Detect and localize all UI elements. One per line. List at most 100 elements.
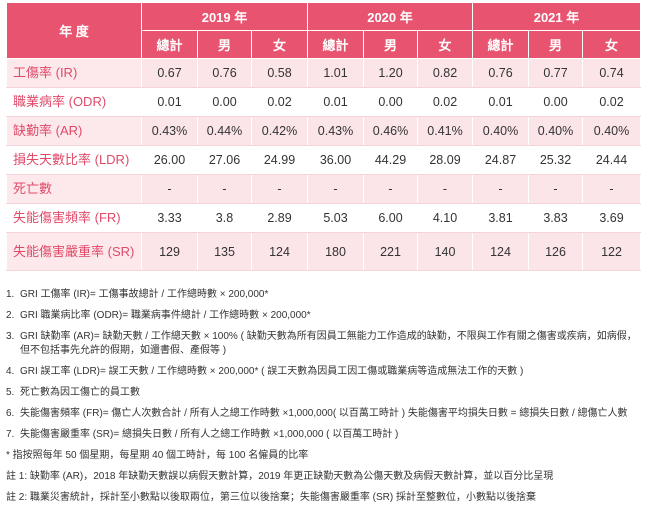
footnote-number: 3. bbox=[6, 331, 15, 342]
table-cell: - bbox=[528, 174, 583, 204]
table-cell: 0.76 bbox=[472, 58, 529, 88]
star-note: * 指按照每年 50 個星期，每星期 40 個工時計，每 100 名僱員的比率 bbox=[6, 450, 309, 461]
table-cell: 0.67 bbox=[141, 58, 198, 88]
table-cell: 0.58 bbox=[251, 58, 308, 88]
table-cell: 0.43% bbox=[307, 116, 364, 146]
table-cell: 180 bbox=[307, 232, 364, 271]
footnote-item: 3. GRI 缺勤率 (AR)= 缺勤天數 / 工作總天數 × 100% ( 缺勤… bbox=[6, 330, 642, 358]
table-cell: 3.33 bbox=[141, 203, 198, 233]
table-cell: 6.00 bbox=[363, 203, 418, 233]
table-cell: 3.81 bbox=[472, 203, 529, 233]
table-row: 失能傷害嚴重率 (SR) 129 135 124 180 221 140 124 126 122 bbox=[6, 232, 641, 271]
footnote-list: 1. GRI 工傷率 (IR)= 工傷事故總計 / 工作總時數 × 200,000… bbox=[6, 288, 642, 442]
sub-header-female: 女 bbox=[582, 30, 641, 59]
row-label: 失能傷害頻率 (FR) bbox=[6, 203, 142, 233]
row-label: 死亡數 bbox=[6, 174, 142, 204]
table-cell: 0.00 bbox=[528, 87, 583, 117]
table-cell: 0.44% bbox=[197, 116, 252, 146]
footnote-number: 4. bbox=[6, 366, 15, 377]
table-cell: 4.10 bbox=[417, 203, 473, 233]
table-cell: 28.09 bbox=[417, 145, 473, 175]
sub-header-male: 男 bbox=[363, 30, 418, 59]
table-row: 工傷率 (IR) 0.67 0.76 0.58 1.01 1.20 0.82 0.76 0.77… bbox=[6, 58, 641, 88]
table-cell: 0.01 bbox=[141, 87, 198, 117]
table-row: 失能傷害頻率 (FR) 3.33 3.8 2.89 5.03 6.00 4.10 3.81 3.… bbox=[6, 203, 641, 233]
table-cell: 0.01 bbox=[307, 87, 364, 117]
remark-1: 註 1: 缺勤率 (AR)，2018 年缺勤天數誤以病假天數計算，2019 年更… bbox=[6, 471, 554, 482]
footnote-item: 1. GRI 工傷率 (IR)= 工傷事故總計 / 工作總時數 × 200,000… bbox=[6, 288, 642, 302]
table-cell: - bbox=[472, 174, 529, 204]
table-cell: - bbox=[197, 174, 252, 204]
footnote-text: GRI 誤工率 (LDR)= 誤工天數 / 工作總時數 × 200,000* (… bbox=[20, 366, 524, 377]
footnote-text: GRI 工傷率 (IR)= 工傷事故總計 / 工作總時數 × 200,000* bbox=[20, 289, 269, 300]
remark-2: 註 2: 職業災害統計，採計至小數點以後取兩位，第三位以後捨棄；失能傷害嚴重率 … bbox=[6, 492, 537, 503]
table-cell: 0.42% bbox=[251, 116, 308, 146]
table-cell: 0.77 bbox=[528, 58, 583, 88]
table-cell: 3.69 bbox=[582, 203, 641, 233]
table-cell: - bbox=[417, 174, 473, 204]
footnote-text: GRI 缺勤率 (AR)= 缺勤天數 / 工作總天數 × 100% ( 缺勤天數… bbox=[20, 331, 637, 356]
table-row: 職業病率 (ODR) 0.01 0.00 0.02 0.01 0.00 0.02 0.01 0.… bbox=[6, 87, 641, 117]
table-cell: 0.00 bbox=[363, 87, 418, 117]
table-cell: 124 bbox=[472, 232, 529, 271]
footnote-item: 7. 失能傷害嚴重率 (SR)= 總損失日數 / 所有人之總工作時數 ×1,000… bbox=[6, 428, 642, 442]
table-cell: 122 bbox=[582, 232, 641, 271]
footnotes: 1. GRI 工傷率 (IR)= 工傷事故總計 / 工作總時數 × 200,000… bbox=[6, 288, 642, 512]
table-cell: 24.87 bbox=[472, 145, 529, 175]
table-row: 缺勤率 (AR) 0.43% 0.44% 0.42% 0.43% 0.46% 0.41% 0.… bbox=[6, 116, 641, 146]
table-body: 工傷率 (IR) 0.67 0.76 0.58 1.01 1.20 0.82 0.76 0.77… bbox=[6, 58, 641, 271]
row-label: 損失天數比率 (LDR) bbox=[6, 145, 142, 175]
footnote-item: 2. GRI 職業病比率 (ODR)= 職業病事件總計 / 工作總時數 × 200… bbox=[6, 309, 642, 323]
table-cell: 0.02 bbox=[582, 87, 641, 117]
table-cell: - bbox=[307, 174, 364, 204]
table-cell: - bbox=[363, 174, 418, 204]
table-cell: 0.40% bbox=[472, 116, 529, 146]
table-cell: 135 bbox=[197, 232, 252, 271]
table-cell: 126 bbox=[528, 232, 583, 271]
year-2019-header: 2019 年 bbox=[141, 2, 308, 31]
row-label: 職業病率 (ODR) bbox=[6, 87, 142, 117]
sub-header-female: 女 bbox=[417, 30, 473, 59]
table-cell: 1.01 bbox=[307, 58, 364, 88]
table-cell: 0.46% bbox=[363, 116, 418, 146]
table-cell: 3.83 bbox=[528, 203, 583, 233]
table-cell: - bbox=[141, 174, 198, 204]
footnote-text: 死亡數為因工傷亡的員工數 bbox=[20, 387, 140, 398]
table-cell: 0.40% bbox=[528, 116, 583, 146]
table-cell: 0.02 bbox=[251, 87, 308, 117]
year-2020-header: 2020 年 bbox=[307, 2, 473, 31]
table-cell: 221 bbox=[363, 232, 418, 271]
table-row: 損失天數比率 (LDR) 26.00 27.06 24.99 36.00 44.29 28.… bbox=[6, 145, 641, 175]
footnote-number: 2. bbox=[6, 310, 15, 321]
footnote-text: 失能傷害嚴重率 (SR)= 總損失日數 / 所有人之總工作時數 ×1,000,0… bbox=[20, 429, 399, 440]
table-row: 死亡數 - - - - - - - - - bbox=[6, 174, 641, 204]
footnote-number: 6. bbox=[6, 408, 15, 419]
sub-header-female: 女 bbox=[251, 30, 308, 59]
table-cell: - bbox=[251, 174, 308, 204]
row-label: 缺勤率 (AR) bbox=[6, 116, 142, 146]
table-cell: 0.40% bbox=[582, 116, 641, 146]
table-cell: 0.74 bbox=[582, 58, 641, 88]
table-cell: 0.00 bbox=[197, 87, 252, 117]
table-cell: 1.20 bbox=[363, 58, 418, 88]
row-label: 工傷率 (IR) bbox=[6, 58, 142, 88]
table-cell: 26.00 bbox=[141, 145, 198, 175]
year-2021-header: 2021 年 bbox=[472, 2, 641, 31]
table-cell: 36.00 bbox=[307, 145, 364, 175]
table-cell: 24.44 bbox=[582, 145, 641, 175]
table-cell: 25.32 bbox=[528, 145, 583, 175]
table-cell: 0.76 bbox=[197, 58, 252, 88]
table-cell: 0.43% bbox=[141, 116, 198, 146]
occupational-safety-table: 年 度 2019 年 2020 年 2021 年 總計 男 女 總計 男 女 總… bbox=[6, 2, 641, 271]
footnote-number: 1. bbox=[6, 289, 15, 300]
footnote-number: 7. bbox=[6, 429, 15, 440]
table-cell: 0.01 bbox=[472, 87, 529, 117]
year-header: 年 度 bbox=[6, 2, 142, 59]
table-cell: 2.89 bbox=[251, 203, 308, 233]
footnote-text: 失能傷害頻率 (FR)= 傷亡人次數合計 / 所有人之總工作時數 ×1,000,… bbox=[20, 408, 628, 419]
sub-header-male: 男 bbox=[197, 30, 252, 59]
sub-header-male: 男 bbox=[528, 30, 583, 59]
table-cell: 124 bbox=[251, 232, 308, 271]
table-cell: 27.06 bbox=[197, 145, 252, 175]
sub-header-total: 總計 bbox=[472, 30, 529, 59]
